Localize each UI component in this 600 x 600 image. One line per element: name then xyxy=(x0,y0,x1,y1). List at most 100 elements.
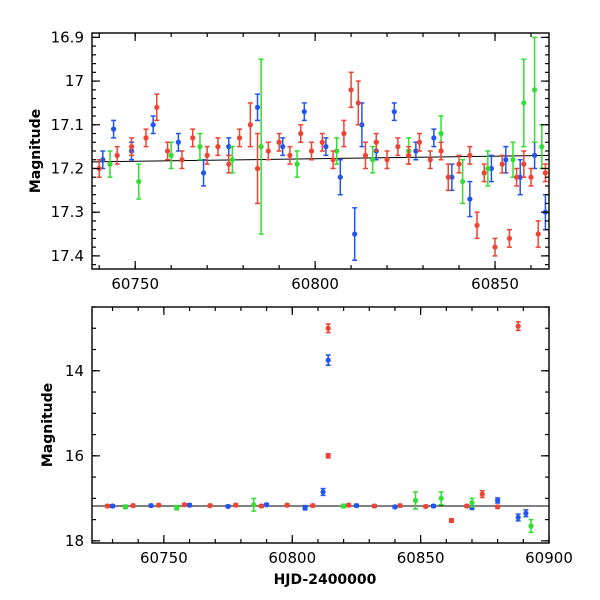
top-data-point xyxy=(427,157,433,163)
bottom-data-point xyxy=(495,497,501,504)
top-data-point xyxy=(308,148,315,154)
bottom-data-point xyxy=(325,453,331,459)
top-data-point xyxy=(539,144,545,150)
bottom-data-point xyxy=(156,502,162,508)
bottom-data-point xyxy=(130,502,136,509)
bottom-x-tick-label: 60850 xyxy=(397,549,445,567)
bottom-data-point xyxy=(258,503,265,509)
top-data-point xyxy=(395,144,401,150)
bottom-data-point xyxy=(325,357,331,363)
top-data-point xyxy=(503,157,509,163)
bottom-data-point xyxy=(174,505,180,511)
bottom-data-point xyxy=(109,503,116,509)
top-data-point xyxy=(510,157,516,163)
top-x-tick-label: 60800 xyxy=(291,275,339,293)
top-data-point xyxy=(334,148,340,154)
bottom-data-point xyxy=(528,523,534,529)
bottom-data-point xyxy=(104,503,111,509)
top-panel-plot-area xyxy=(92,36,549,262)
bottom-y-axis-label: Magnitude xyxy=(40,383,56,467)
top-data-point xyxy=(532,152,538,158)
bottom-y-tick-label: 18 xyxy=(65,532,84,550)
bottom-data-point xyxy=(412,497,419,504)
bottom-data-point xyxy=(430,503,437,509)
bottom-x-tick-label: 60900 xyxy=(525,549,573,567)
bottom-data-point xyxy=(233,502,239,508)
top-data-point xyxy=(319,139,325,145)
x-axis-label: HJD-2400000 xyxy=(274,572,377,588)
top-data-point xyxy=(280,144,286,150)
bottom-data-point xyxy=(225,503,231,510)
top-data-point xyxy=(352,231,358,237)
top-data-point xyxy=(190,135,196,141)
bottom-panel-plot-area xyxy=(92,321,549,534)
top-data-point xyxy=(445,174,451,180)
top-data-point xyxy=(294,161,300,167)
bottom-data-point xyxy=(464,503,470,509)
top-data-point xyxy=(258,144,264,150)
bottom-panel-frame xyxy=(91,306,550,544)
top-data-point xyxy=(114,152,120,158)
bottom-data-point xyxy=(523,510,529,516)
top-data-point xyxy=(542,170,549,176)
top-data-point xyxy=(215,144,221,150)
bottom-data-point xyxy=(479,491,485,497)
top-data-point xyxy=(265,148,271,154)
top-data-point xyxy=(179,157,185,163)
top-data-point xyxy=(384,157,390,163)
top-y-tick-label: 17.2 xyxy=(51,159,84,177)
bottom-data-point xyxy=(122,504,128,510)
top-trend-line xyxy=(92,154,549,163)
bottom-data-point xyxy=(495,504,501,510)
top-data-point xyxy=(229,157,235,163)
bottom-data-point xyxy=(284,502,290,508)
top-data-point xyxy=(348,87,354,93)
bottom-data-point xyxy=(320,489,326,495)
top-data-point xyxy=(438,148,444,154)
top-data-point xyxy=(517,174,523,180)
top-data-point xyxy=(107,161,113,167)
top-data-point xyxy=(197,144,203,150)
top-data-point xyxy=(416,139,423,145)
top-data-point xyxy=(467,152,473,158)
top-panel-axes: 60750 60800 60850 16.9 17 17.1 17.2 17.3 17.4 xyxy=(51,28,549,293)
bottom-data-point xyxy=(302,505,308,511)
top-data-point xyxy=(355,100,361,106)
top-data-point xyxy=(532,87,538,93)
top-data-point xyxy=(254,165,261,172)
bottom-data-point xyxy=(186,502,193,508)
top-y-tick-label: 17.4 xyxy=(51,247,84,265)
top-data-point xyxy=(226,161,232,167)
bottom-data-point xyxy=(207,502,213,509)
top-data-point xyxy=(474,222,480,228)
top-data-point xyxy=(200,170,207,176)
top-data-point xyxy=(143,135,149,141)
top-data-point xyxy=(301,109,307,115)
bottom-y-tick-label: 14 xyxy=(65,362,84,380)
top-data-point xyxy=(236,135,243,141)
bottom-panel-axes: 60750 60800 60850 60900 14 16 18 xyxy=(65,306,573,567)
top-data-point xyxy=(164,148,171,154)
top-data-point xyxy=(449,174,455,180)
bottom-x-tick-label: 60800 xyxy=(268,549,316,567)
top-data-point xyxy=(298,130,304,137)
top-data-point xyxy=(276,139,282,145)
top-data-layer xyxy=(92,36,549,262)
bottom-data-point xyxy=(371,503,378,509)
top-data-point xyxy=(535,231,541,237)
top-data-point xyxy=(521,161,527,167)
top-data-point xyxy=(391,109,397,115)
top-data-point xyxy=(337,174,343,180)
bottom-data-point xyxy=(423,503,429,510)
bottom-data-point xyxy=(353,502,360,509)
bottom-data-point xyxy=(346,502,352,508)
top-data-point xyxy=(438,130,444,137)
bottom-data-point xyxy=(148,502,154,509)
top-y-tick-label: 17.3 xyxy=(51,203,84,221)
top-data-point xyxy=(341,130,347,137)
bottom-data-point xyxy=(251,502,257,508)
bottom-y-tick-label: 16 xyxy=(65,447,84,465)
bottom-data-point xyxy=(310,502,316,509)
top-data-point xyxy=(413,148,419,154)
bottom-data-point xyxy=(515,323,521,329)
